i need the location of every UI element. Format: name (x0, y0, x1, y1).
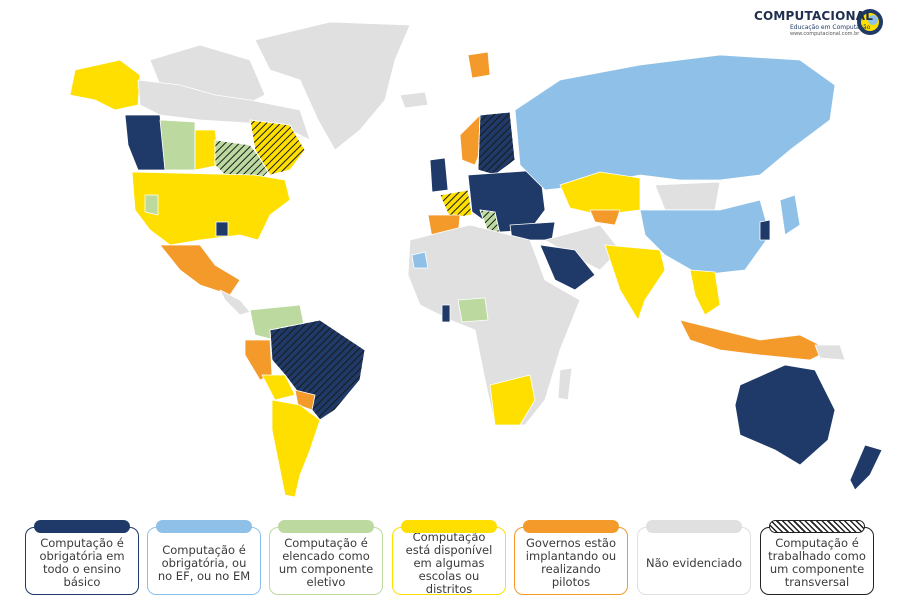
southern-africa (489, 374, 536, 426)
australia (734, 364, 836, 466)
legend-swatch (646, 520, 742, 533)
western-sahara (411, 251, 429, 269)
central-asia (589, 209, 621, 226)
legend-box: Computação é obrigatória em todo o ensin… (25, 527, 139, 595)
logo-url: www.computacional.com.br (790, 31, 860, 37)
argentina-chile (271, 399, 321, 498)
legend-swatch (34, 520, 130, 533)
canada-ab (159, 119, 196, 171)
legend-swatch (401, 520, 497, 533)
legend-box: Computação é elencado como um componente… (269, 527, 383, 595)
africa (407, 224, 581, 426)
legend-box: Não evidenciado (637, 527, 751, 595)
legend-swatch (278, 520, 374, 533)
svalbard (467, 51, 491, 79)
png (814, 344, 846, 361)
logo-subtitle: Educação em Computação (790, 24, 871, 31)
legend-item: Computação é trabalhado como um componen… (760, 520, 876, 596)
logo-title: COMPUTACIONAL (754, 9, 874, 23)
korea (759, 219, 771, 241)
russia (514, 54, 836, 191)
legend-item: Não evidenciado (637, 520, 753, 596)
mexico (159, 244, 241, 296)
new-zealand (849, 444, 883, 491)
legend-label: Computação é trabalhado como um componen… (768, 536, 866, 589)
legend-label: Governos estão implantando ou realizando… (525, 536, 617, 589)
logo-mark-core (868, 15, 878, 25)
bolivia (261, 374, 296, 401)
nigeria (457, 297, 489, 323)
usa-green (144, 194, 159, 216)
legend-box: Computação é trabalhado como um componen… (760, 527, 874, 595)
greenland (254, 21, 411, 151)
canada-bc (124, 114, 166, 171)
legend-swatch (523, 520, 619, 533)
legend-label: Computação está disponível em algumas es… (405, 529, 493, 596)
india (604, 244, 666, 321)
scandinavia-hatch (477, 111, 516, 176)
madagascar (557, 367, 573, 401)
legend-box: Computação está disponível em algumas es… (392, 527, 506, 595)
saudi (539, 244, 596, 291)
legend-label: Computação é obrigatória, ou no EF, ou n… (157, 542, 251, 583)
canada-qc-hatch (249, 119, 306, 176)
legend-swatch (156, 520, 252, 533)
se-asia (689, 269, 721, 316)
legend-item: Computação é elencado como um componente… (269, 520, 385, 596)
canada-north (137, 79, 311, 141)
japan (779, 194, 801, 236)
legend-box: Governos estão implantando ou realizando… (514, 527, 628, 595)
central-america (219, 289, 251, 316)
world-map (69, 9, 883, 498)
uk (429, 157, 449, 193)
legend-label: Não evidenciado (646, 555, 742, 570)
legend-item: Computação é obrigatória, ou no EF, ou n… (147, 520, 263, 596)
legend-item: Computação é obrigatória em todo o ensin… (25, 520, 141, 596)
peru (244, 339, 273, 381)
usa-navy (215, 221, 229, 237)
indonesia (679, 319, 831, 361)
china (639, 199, 771, 276)
mongolia (654, 181, 721, 211)
alaska (69, 59, 141, 111)
legend-swatch (769, 520, 865, 533)
ghana (441, 304, 451, 323)
usa (131, 171, 291, 246)
brazil-hatch (269, 319, 366, 421)
iceland (399, 91, 429, 109)
central-europe (467, 169, 546, 233)
legend-item: Governos estão implantando ou realizando… (514, 520, 630, 596)
legend-box: Computação é obrigatória, ou no EF, ou n… (147, 527, 261, 595)
legend-label: Computação é obrigatória em todo o ensin… (39, 536, 125, 589)
france-hatch (439, 189, 473, 219)
legend-item: Computação está disponível em algumas es… (392, 520, 508, 596)
legend-label: Computação é elencado como um componente… (278, 536, 374, 589)
